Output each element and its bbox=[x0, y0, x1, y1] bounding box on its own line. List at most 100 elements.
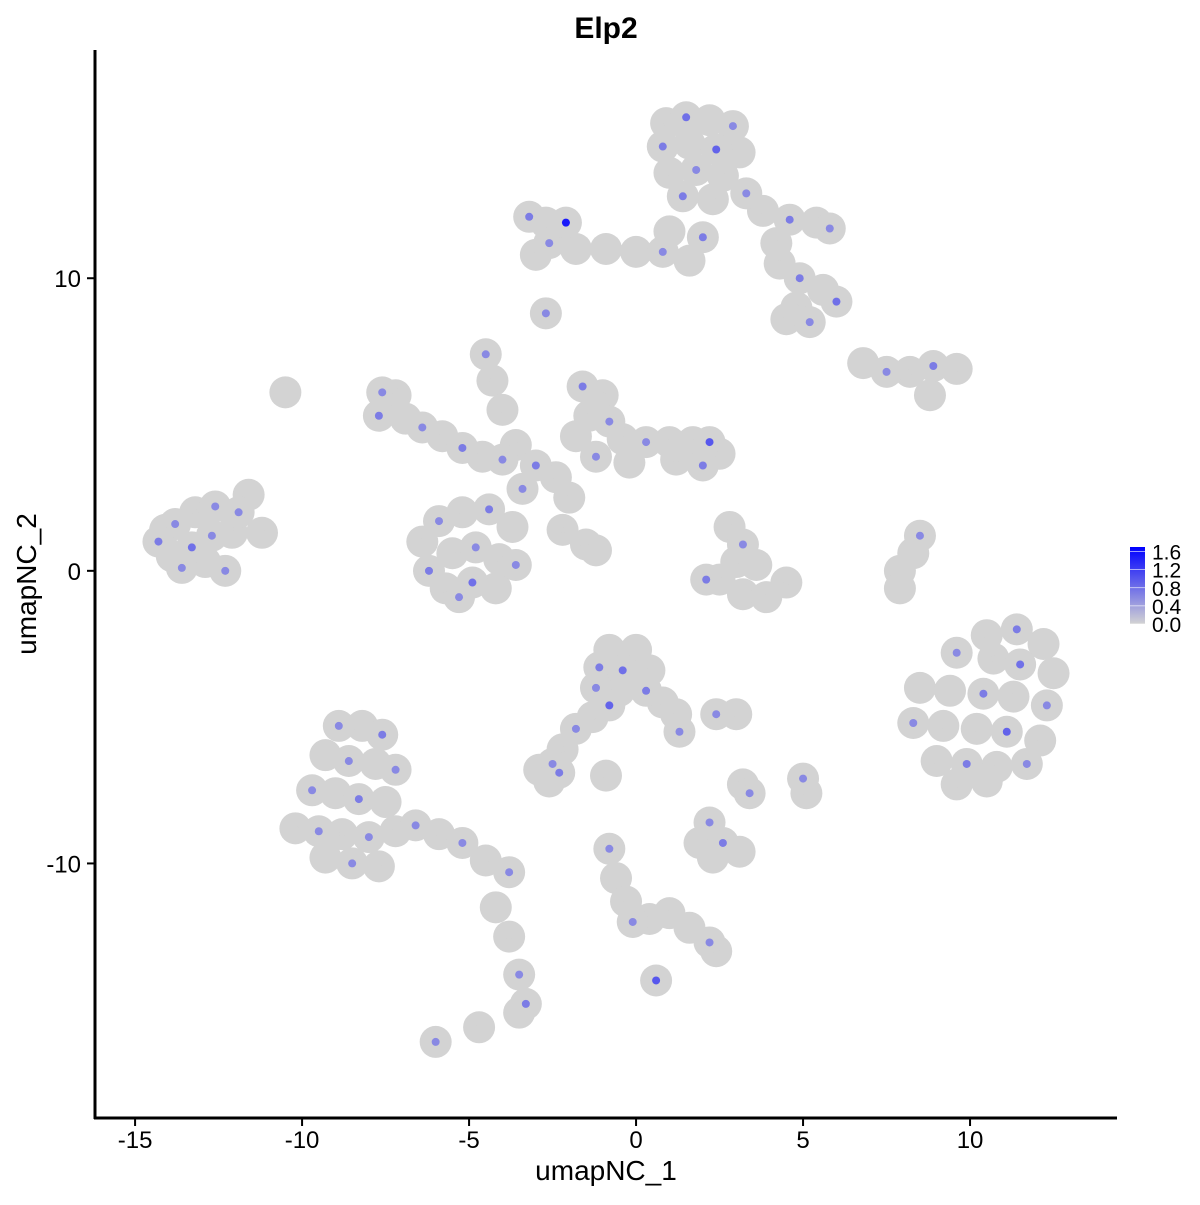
data-point bbox=[536, 766, 543, 773]
data-point bbox=[698, 233, 707, 242]
data-point bbox=[783, 579, 790, 586]
data-point bbox=[545, 239, 554, 248]
data-point bbox=[492, 904, 499, 911]
data-point bbox=[364, 833, 373, 842]
data-point bbox=[709, 196, 716, 203]
data-point bbox=[633, 248, 640, 255]
data-point bbox=[682, 113, 691, 122]
data-point bbox=[482, 857, 489, 864]
data-point bbox=[348, 859, 357, 868]
data-point bbox=[813, 219, 820, 226]
data-point bbox=[595, 663, 604, 672]
data-point bbox=[686, 140, 693, 147]
data-point bbox=[511, 560, 520, 569]
data-point bbox=[933, 758, 940, 765]
data-point bbox=[559, 746, 566, 753]
data-point bbox=[706, 117, 713, 124]
data-point bbox=[435, 517, 444, 526]
data-point bbox=[402, 415, 409, 422]
data-point bbox=[509, 523, 516, 530]
x-tick-label: -5 bbox=[458, 1127, 479, 1154]
data-point bbox=[1012, 625, 1021, 634]
data-point bbox=[983, 778, 990, 785]
data-point bbox=[391, 765, 400, 774]
data-point bbox=[860, 360, 867, 367]
data-point bbox=[505, 868, 514, 877]
data-point bbox=[171, 520, 180, 529]
data-point bbox=[713, 948, 720, 955]
data-point bbox=[202, 559, 209, 566]
data-point bbox=[795, 274, 804, 283]
data-point bbox=[282, 389, 289, 396]
data-point bbox=[736, 149, 743, 156]
data-point bbox=[633, 646, 640, 653]
data-point bbox=[571, 724, 580, 733]
data-point bbox=[375, 863, 382, 870]
data-point bbox=[825, 224, 834, 233]
data-point bbox=[929, 362, 938, 371]
data-point bbox=[728, 122, 737, 131]
data-point bbox=[552, 474, 559, 481]
data-point bbox=[673, 711, 680, 718]
data-point bbox=[940, 722, 947, 729]
data-point bbox=[973, 725, 980, 732]
data-point bbox=[726, 523, 733, 530]
data-point bbox=[525, 212, 534, 221]
y-tick-label: 10 bbox=[54, 266, 81, 293]
y-tick-label: -10 bbox=[46, 851, 81, 878]
data-point bbox=[372, 760, 379, 767]
data-point bbox=[516, 1009, 523, 1016]
data-point bbox=[909, 718, 918, 727]
data-point bbox=[374, 411, 383, 420]
data-point bbox=[532, 251, 539, 258]
data-point bbox=[1040, 640, 1047, 647]
x-tick-label: 10 bbox=[957, 1127, 984, 1154]
data-point bbox=[983, 632, 990, 639]
data-point bbox=[698, 461, 707, 470]
data-point bbox=[953, 365, 960, 372]
data-point bbox=[696, 839, 703, 846]
data-point bbox=[512, 442, 519, 449]
data-point bbox=[666, 910, 673, 917]
data-point bbox=[572, 245, 579, 252]
data-point bbox=[382, 798, 389, 805]
data-point bbox=[455, 593, 464, 602]
data-point bbox=[411, 821, 420, 830]
data-point bbox=[616, 687, 623, 694]
data-point bbox=[910, 550, 917, 557]
y-ticks: -10 0 10 bbox=[46, 266, 95, 878]
data-point bbox=[531, 461, 540, 470]
data-point bbox=[322, 752, 329, 759]
data-point bbox=[712, 710, 721, 719]
data-point bbox=[658, 142, 667, 151]
colorbar-tick-label: 0.8 bbox=[1152, 578, 1181, 601]
data-point bbox=[606, 646, 613, 653]
data-point bbox=[926, 392, 933, 399]
data-point bbox=[162, 526, 169, 533]
data-point bbox=[548, 759, 557, 768]
data-point bbox=[481, 350, 490, 359]
data-point bbox=[692, 165, 701, 174]
data-point bbox=[555, 768, 564, 777]
data-point bbox=[177, 563, 186, 572]
data-point bbox=[678, 192, 687, 201]
data-point bbox=[211, 502, 220, 511]
data-point bbox=[314, 827, 323, 836]
data-point bbox=[589, 714, 596, 721]
data-point bbox=[739, 591, 746, 598]
x-tick-label: 5 bbox=[796, 1127, 809, 1154]
data-point bbox=[745, 789, 754, 798]
data-point bbox=[489, 377, 496, 384]
data-point bbox=[459, 509, 466, 516]
data-point bbox=[832, 297, 841, 306]
data-point bbox=[168, 553, 175, 560]
data-point bbox=[492, 585, 499, 592]
data-point bbox=[578, 382, 587, 391]
x-tick-label: -15 bbox=[118, 1127, 153, 1154]
data-point bbox=[424, 566, 433, 575]
data-point bbox=[591, 452, 600, 461]
data-point bbox=[990, 655, 997, 662]
data-point bbox=[673, 456, 680, 463]
data-point bbox=[515, 970, 524, 979]
